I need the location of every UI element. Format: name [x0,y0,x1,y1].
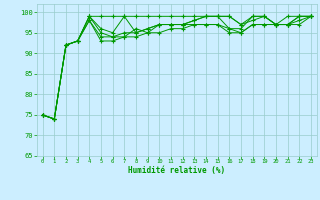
X-axis label: Humidité relative (%): Humidité relative (%) [128,166,225,175]
